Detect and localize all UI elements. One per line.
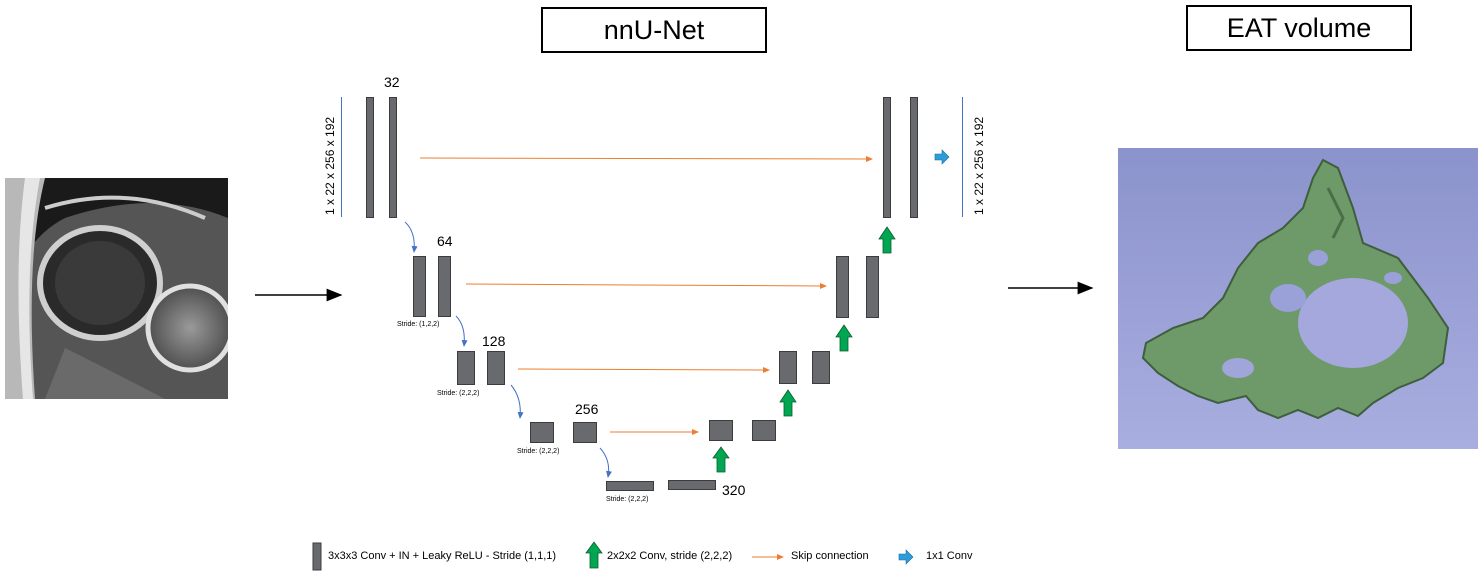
stride-l2: Stride: (2,2,2) — [437, 390, 480, 397]
channels-l0: 32 — [384, 74, 400, 90]
legend-final-label: 1x1 Conv — [926, 550, 973, 562]
decoder-l2-conv2 — [812, 351, 830, 384]
up-arrow-l1 — [835, 324, 853, 352]
channels-l4: 320 — [722, 482, 746, 498]
up-arrow-l3 — [712, 446, 730, 473]
encoder-l1-conv1 — [413, 256, 426, 317]
channels-l1: 64 — [437, 233, 453, 249]
stride-l1: Stride: (1,2,2) — [397, 321, 440, 328]
down-l2 — [510, 384, 524, 419]
output-dim-bracket — [962, 97, 963, 217]
channels-l2: 128 — [482, 333, 506, 349]
decoder-l0-conv2 — [910, 97, 918, 218]
encoder-l3-conv2 — [573, 422, 597, 443]
decoder-l2-conv1 — [779, 351, 797, 384]
input-dim-bracket — [341, 97, 342, 217]
stride-l4: Stride: (2,2,2) — [606, 496, 649, 503]
skip-l0 — [419, 155, 873, 162]
up-arrow-l0 — [878, 226, 896, 254]
decoder-l1-conv2 — [866, 256, 879, 318]
network-title: nnU-Net — [541, 7, 767, 53]
channels-l3: 256 — [575, 401, 599, 417]
legend-upconv-icon — [585, 541, 603, 569]
bottleneck-conv2 — [668, 480, 716, 490]
down-l1 — [455, 315, 468, 347]
decoder-l1-conv1 — [836, 256, 849, 318]
legend-conv-icon — [312, 542, 322, 571]
bottleneck-conv1 — [606, 481, 654, 491]
legend-skip-label: Skip connection — [791, 550, 869, 562]
encoder-l0-conv1 — [366, 97, 374, 218]
output-title: EAT volume — [1186, 5, 1412, 51]
legend-final-icon — [898, 549, 914, 565]
encoder-l0-conv2 — [389, 97, 397, 218]
down-l3 — [599, 447, 612, 478]
stride-l3: Stride: (2,2,2) — [517, 448, 560, 455]
input-mri-image — [5, 178, 228, 399]
encoder-l3-conv1 — [530, 422, 554, 443]
skip-l1 — [465, 282, 827, 289]
encoder-l2-conv1 — [457, 351, 475, 385]
up-arrow-l2 — [779, 389, 797, 417]
decoder-l3-conv2 — [752, 420, 776, 441]
encoder-l2-conv2 — [487, 351, 505, 385]
down-l0 — [404, 221, 418, 253]
skip-l2 — [517, 366, 770, 373]
encoder-l1-conv2 — [438, 256, 451, 317]
eat-volume-render — [1118, 148, 1478, 449]
legend-conv-label: 3x3x3 Conv + IN + Leaky ReLU - Stride (1… — [328, 550, 557, 562]
final-conv-arrow — [934, 149, 950, 165]
decoder-l0-conv1 — [883, 97, 891, 218]
decoder-l3-conv1 — [709, 420, 733, 441]
legend-upconv-label: 2x2x2 Conv, stride (2,2,2) — [607, 550, 733, 562]
